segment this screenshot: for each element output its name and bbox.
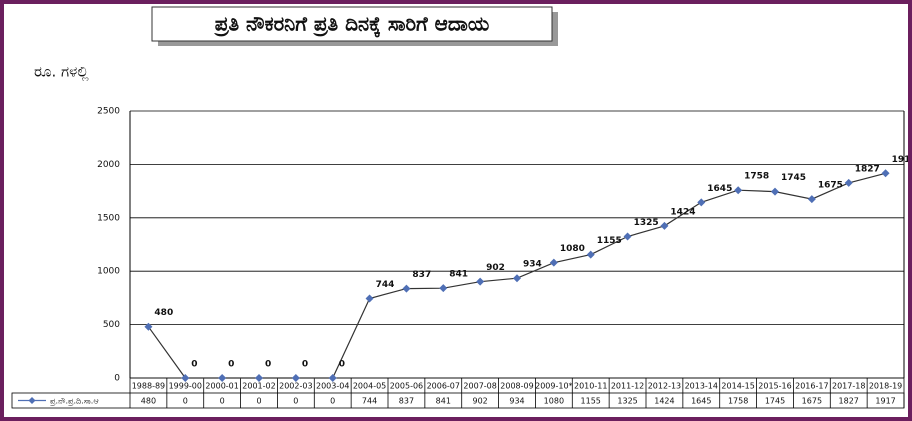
table-value: 1155 <box>581 397 601 406</box>
table-value: 1745 <box>765 397 785 406</box>
x-tick-label: 2000-01 <box>205 382 238 391</box>
data-label: 1827 <box>855 164 880 174</box>
table-value: 1325 <box>617 397 637 406</box>
x-tick-label: 2008-09 <box>500 382 533 391</box>
data-label: 0 <box>302 360 308 370</box>
legend-label: ಪ್ರ.ನೌ.ಪ್ರ.ದಿ.ಸಾ.ಆ <box>49 397 98 406</box>
data-point <box>844 178 853 187</box>
data-label: 744 <box>376 280 395 290</box>
x-tick-label: 2014-15 <box>721 382 754 391</box>
data-point <box>807 195 816 204</box>
chart-title: ಪ್ರತಿ ನೌಕರನಿಗೆ ಪ್ರತಿ ದಿನಕ್ಕೆ ಸಾರಿಗೆ ಆದಾಯ <box>214 12 490 38</box>
data-label: 837 <box>412 270 431 280</box>
x-tick-label: 2005-06 <box>390 382 423 391</box>
data-point <box>291 374 300 382</box>
data-label: 1080 <box>560 244 585 254</box>
data-label: 934 <box>523 260 542 270</box>
data-point <box>255 374 263 382</box>
data-label: 1758 <box>744 172 769 182</box>
data-label: 0 <box>228 360 234 370</box>
x-tick-label: 1999-00 <box>169 382 202 391</box>
y-tick-label: 2500 <box>97 107 120 117</box>
table-value: 841 <box>436 397 451 406</box>
table-value: 480 <box>141 397 156 406</box>
table-value: 0 <box>256 397 261 406</box>
x-tick-label: 2006-07 <box>427 382 460 391</box>
data-label: 1155 <box>597 236 622 246</box>
x-tick-label: 2004-05 <box>353 382 386 391</box>
title-box <box>151 6 553 42</box>
data-point <box>771 187 779 196</box>
x-tick-label: 2016-17 <box>795 382 828 391</box>
data-label: 902 <box>486 263 505 273</box>
data-label: 0 <box>191 360 197 370</box>
data-point <box>218 374 227 382</box>
data-point <box>476 277 485 286</box>
data-point <box>697 198 706 207</box>
x-tick-label: 2002-03 <box>279 382 312 391</box>
y-tick-label: 500 <box>103 320 120 330</box>
x-tick-label: 2018-19 <box>869 382 902 391</box>
x-tick-label: 2012-13 <box>648 382 681 391</box>
y-tick-label: 2000 <box>97 160 120 170</box>
legend-marker <box>28 397 36 404</box>
x-tick-label: 2009-10* <box>535 382 572 391</box>
data-label: 480 <box>154 308 173 318</box>
data-label: 0 <box>265 360 271 370</box>
data-point <box>660 221 669 230</box>
x-tick-label: 2007-08 <box>463 382 496 391</box>
y-tick-label: 0 <box>114 374 120 384</box>
data-point <box>181 374 190 382</box>
x-tick-label: 2001-02 <box>242 382 275 391</box>
table-value: 1675 <box>802 397 822 406</box>
y-axis-label: ರೂ. ಗಳಲ್ಲಿ <box>34 63 89 81</box>
table-value: 1758 <box>728 397 748 406</box>
table-value: 1080 <box>544 397 564 406</box>
data-label: 1917 <box>892 155 908 165</box>
table-value: 1827 <box>839 397 859 406</box>
x-tick-label: 1988-89 <box>132 382 165 391</box>
data-label: 1675 <box>818 181 843 191</box>
data-label: 1645 <box>707 184 732 194</box>
x-tick-label: 2013-14 <box>685 382 718 391</box>
table-value: 0 <box>293 397 298 406</box>
table-value: 0 <box>220 397 225 406</box>
y-tick-label: 1000 <box>97 267 120 277</box>
data-point <box>513 274 521 283</box>
chart: ಪ್ರತಿ ನೌಕರನಿಗೆ ಪ್ರತಿ ದಿನಕ್ಕೆ ಸಾರಿಗೆ ಆದಾಯ… <box>11 6 908 409</box>
table-value: 1424 <box>654 397 674 406</box>
table-value: 0 <box>330 397 335 406</box>
data-point <box>586 250 595 259</box>
x-tick-label: 2010-11 <box>574 382 607 391</box>
data-label: 0 <box>339 360 345 370</box>
table-value: 934 <box>509 397 524 406</box>
data-label: 1745 <box>781 173 806 183</box>
x-tick-label: 2003-04 <box>316 382 349 391</box>
x-tick-label: 2011-12 <box>611 382 644 391</box>
data-label: 1424 <box>670 207 695 217</box>
table-value: 1917 <box>875 397 895 406</box>
data-point <box>439 284 448 293</box>
table-value: 902 <box>473 397 488 406</box>
data-point <box>365 294 374 303</box>
data-point <box>144 322 153 331</box>
table-value: 837 <box>399 397 414 406</box>
data-point <box>549 258 558 267</box>
data-label: 1325 <box>634 218 659 228</box>
y-tick-label: 1500 <box>97 213 120 223</box>
data-label: 841 <box>449 270 468 280</box>
table-value: 1645 <box>691 397 711 406</box>
x-tick-label: 2015-16 <box>758 382 791 391</box>
data-point <box>734 186 743 195</box>
data-point <box>328 374 337 382</box>
data-point <box>623 232 632 241</box>
table-value: 744 <box>362 397 377 406</box>
data-point <box>881 169 890 178</box>
x-tick-label: 2017-18 <box>832 382 865 391</box>
data-point <box>402 284 411 293</box>
table-value: 0 <box>183 397 188 406</box>
